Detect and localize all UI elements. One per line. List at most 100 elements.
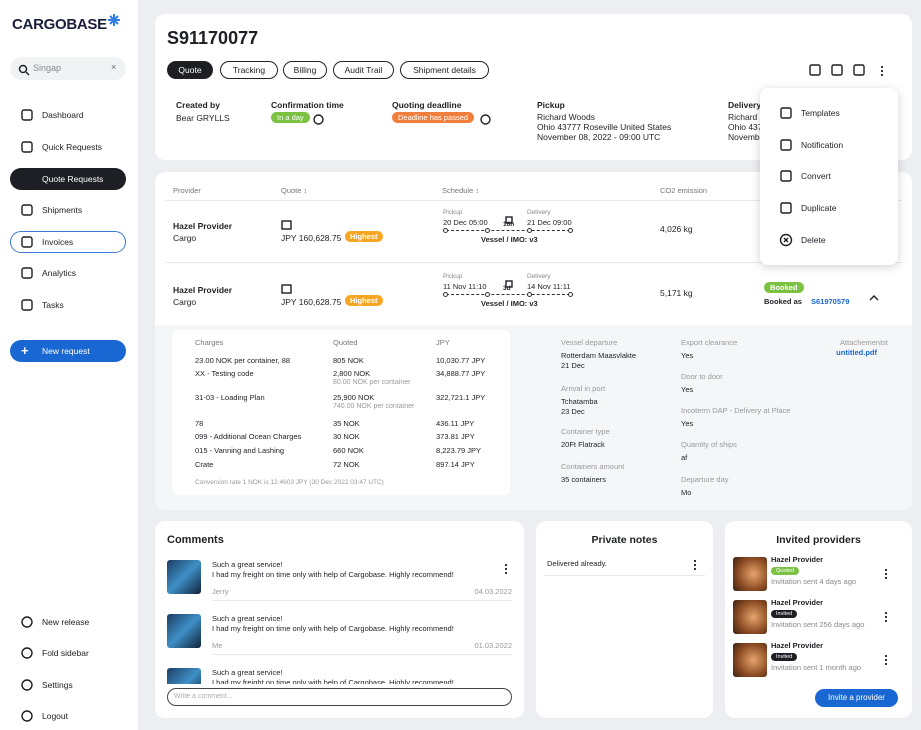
more-button[interactable] bbox=[884, 610, 888, 623]
co2: 4,026 kg bbox=[660, 224, 693, 234]
detail-value: 21 Dec bbox=[561, 361, 585, 370]
charges-header: Charges bbox=[195, 338, 224, 347]
nav-label: Shipments bbox=[42, 205, 83, 215]
menu-item[interactable]: Convert bbox=[801, 171, 831, 182]
search-icon bbox=[18, 63, 30, 76]
column-header: Quote ↕ bbox=[281, 186, 308, 195]
search-box[interactable] bbox=[10, 57, 126, 80]
comments-title: Comments bbox=[167, 534, 224, 546]
bottom-link[interactable]: Logout bbox=[42, 711, 68, 721]
tab[interactable]: Shipment details bbox=[400, 61, 489, 79]
bottom-link[interactable]: New release bbox=[42, 617, 90, 627]
bottom-link[interactable]: Fold sidebar bbox=[42, 648, 89, 658]
menu-icon[interactable] bbox=[779, 201, 793, 215]
bottom-icon[interactable] bbox=[20, 646, 34, 660]
nav-icon bbox=[20, 235, 34, 249]
price: JPY 160,628.75 bbox=[281, 233, 342, 243]
comment-title: Such a great service! bbox=[212, 668, 283, 677]
toolbar-icon-svg bbox=[809, 64, 821, 76]
route-line bbox=[446, 230, 570, 231]
bottom-icon[interactable] bbox=[20, 709, 34, 723]
info-icon-svg bbox=[313, 114, 324, 125]
booking-status: Booked bbox=[764, 282, 804, 293]
nav-icon bbox=[20, 203, 34, 217]
more-button[interactable] bbox=[884, 567, 888, 580]
dot bbox=[693, 567, 697, 571]
nav-icon bbox=[20, 172, 34, 186]
bottom-icon[interactable] bbox=[20, 615, 34, 629]
more-button[interactable] bbox=[504, 562, 508, 575]
more-button[interactable] bbox=[693, 558, 697, 571]
icon-shape bbox=[780, 138, 792, 151]
menu-icon-svg bbox=[779, 233, 793, 246]
nav-item[interactable] bbox=[10, 231, 126, 253]
bottom-link[interactable]: Settings bbox=[42, 680, 73, 690]
status-badge: In a day bbox=[271, 112, 310, 123]
detail-label: Incoterm DAP - Delivery at Place bbox=[681, 406, 791, 415]
invite-status: Invited bbox=[771, 653, 798, 661]
menu-icon[interactable] bbox=[779, 106, 793, 120]
nav-icon-svg bbox=[21, 204, 33, 216]
detail-value: 20Ft Flatrack bbox=[561, 440, 605, 449]
collapse-button[interactable] bbox=[869, 289, 879, 301]
notes-title: Private notes bbox=[591, 534, 658, 546]
document-icon-svg bbox=[281, 220, 292, 230]
tab[interactable]: Quote bbox=[167, 61, 213, 79]
detail-label: Export clearance bbox=[681, 338, 738, 347]
invite-button[interactable]: Invite a provider bbox=[815, 689, 898, 707]
menu-item[interactable]: Templates bbox=[801, 108, 840, 118]
invite-sent: Invitation sent 4 days ago bbox=[771, 577, 857, 586]
nav-item[interactable] bbox=[10, 168, 126, 190]
tab[interactable]: Tracking bbox=[220, 61, 278, 79]
schedule-time: 14 Nov 11:11 bbox=[527, 282, 571, 291]
info-value: Ohio 43777 Roseville United States bbox=[537, 122, 672, 132]
menu-icon[interactable] bbox=[779, 233, 793, 247]
icon-shape bbox=[108, 14, 120, 26]
toolbar-icon[interactable] bbox=[852, 63, 866, 77]
menu-icon[interactable] bbox=[779, 169, 793, 183]
bottom-icon[interactable] bbox=[20, 678, 34, 692]
route-stop bbox=[527, 292, 532, 297]
bottom-icon-svg bbox=[21, 710, 33, 722]
menu-item[interactable]: Notification bbox=[801, 139, 844, 150]
tab[interactable]: Billing bbox=[283, 61, 327, 79]
toolbar-icon[interactable] bbox=[830, 63, 844, 77]
booking-link[interactable]: S61970579 bbox=[811, 297, 850, 306]
detail-label: Door to door bbox=[681, 372, 723, 381]
charge-name: 015 - Vanning and Lashing bbox=[195, 446, 285, 455]
detail-value: Tchatamba bbox=[561, 397, 598, 406]
new-request-button[interactable] bbox=[10, 340, 126, 362]
dot bbox=[693, 563, 697, 567]
menu-icon[interactable] bbox=[779, 138, 793, 152]
menu-icon-svg bbox=[780, 107, 792, 119]
charge-jpy: 10,030.77 JPY bbox=[436, 356, 486, 365]
document-icon bbox=[281, 281, 292, 294]
detail-value: Yes bbox=[681, 385, 694, 394]
nav-icon-svg bbox=[21, 236, 33, 248]
route-stop bbox=[485, 292, 490, 297]
column-header: Schedule ↕ bbox=[442, 186, 480, 195]
logo-mark bbox=[108, 13, 120, 26]
divider bbox=[165, 262, 902, 263]
icon-shape bbox=[505, 280, 513, 288]
vessel-info: Vessel / IMO: v3 bbox=[481, 235, 538, 244]
document-icon bbox=[281, 217, 292, 230]
attachments-label: Attachementst bbox=[840, 338, 888, 347]
tab[interactable]: Audit Trail bbox=[333, 61, 394, 79]
charge-quoted: 72 NOK bbox=[333, 460, 360, 469]
attachment-link[interactable]: untitled.pdf bbox=[836, 348, 877, 357]
menu-item[interactable]: Duplicate bbox=[801, 203, 837, 214]
icon-shape bbox=[780, 170, 792, 183]
more-button[interactable] bbox=[884, 653, 888, 666]
menu-item[interactable]: Delete bbox=[801, 234, 826, 245]
provider-avatar bbox=[733, 600, 767, 634]
comment-input[interactable]: Write a comment... bbox=[167, 688, 512, 706]
route-stop bbox=[568, 292, 573, 297]
charge-name: 31-03 - Loading Plan bbox=[195, 393, 265, 402]
more-button[interactable] bbox=[880, 64, 884, 77]
status-badge: Deadline has passed bbox=[392, 112, 475, 123]
toolbar-icon[interactable] bbox=[808, 63, 822, 77]
nav-icon-svg bbox=[21, 173, 33, 185]
bottom-icon-svg bbox=[21, 647, 33, 659]
